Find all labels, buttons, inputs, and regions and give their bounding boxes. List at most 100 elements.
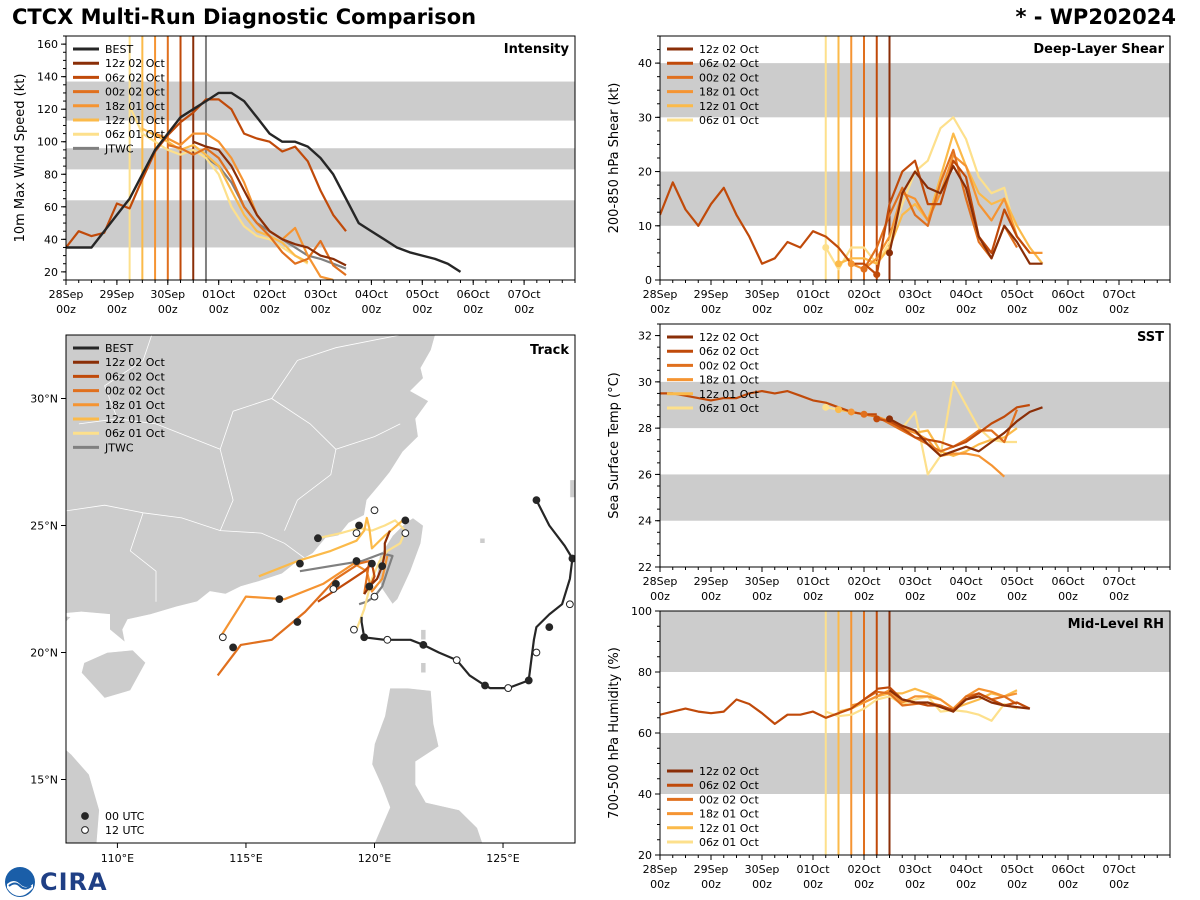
x-tick-label: 00z (514, 303, 534, 316)
series-start-point (860, 410, 868, 418)
legend-label: 06z 02 Oct (699, 779, 759, 792)
marker-legend-symbol (81, 812, 89, 820)
chart-track: 110°E 115°E 120°E 125°E 15°N 20°N 25°N 30°N Trac… (30, 334, 576, 865)
y-axis-label: 700-500 hPa Humidity (%) (607, 647, 622, 819)
legend-label: 00z 02 Oct (699, 359, 759, 372)
plot-area (660, 611, 1170, 855)
storm-id: * - WP202024 (1015, 5, 1176, 29)
legend-label: 06z 02 Oct (105, 370, 165, 383)
province-boundary (129, 512, 157, 602)
x-tick-label: 00z (158, 303, 178, 316)
x-tick-label: 07Oct (1102, 575, 1136, 588)
track-point-12utc (370, 506, 379, 515)
legend-label: 06z 02 Oct (699, 57, 759, 70)
legend-label: 00z 02 Oct (105, 385, 165, 398)
reference-band (660, 611, 1170, 672)
legend-label: 12z 02 Oct (105, 57, 165, 70)
y-tick-label: 40 (44, 233, 58, 246)
track-point-00utc (355, 521, 363, 530)
y-tick-label: 80 (44, 168, 58, 181)
y-axis-label: 10m Max Wind Speed (kt) (13, 74, 28, 243)
x-tick-label: 00z (1058, 590, 1078, 603)
x-tick-label: 04Oct (949, 288, 983, 301)
x-tick-label: 00z (803, 590, 823, 603)
y-tick-label: 22 (638, 561, 652, 574)
legend-label: 12z 02 Oct (105, 356, 165, 369)
x-tick-label: 03Oct (898, 575, 932, 588)
x-tick-label: 04Oct (949, 863, 983, 876)
track-line (299, 552, 394, 606)
series-start-point (835, 260, 842, 268)
track-point-12utc (401, 529, 410, 538)
y-axis-label: 200-850 hPa Shear (kt) (607, 83, 622, 234)
x-tick-label: 00z (1058, 303, 1078, 316)
x-tick-label: 28Sep (643, 288, 678, 301)
x-tick-label: 00z (701, 878, 721, 891)
y-tick-label: 60 (44, 201, 58, 214)
cira-logo-text: CIRA (40, 868, 108, 896)
legend-label: 06z 01 Oct (699, 402, 759, 415)
reference-band (66, 200, 575, 248)
track-point-12utc (329, 585, 338, 593)
x-tick-label: 00z (209, 303, 229, 316)
x-tick-label: 03Oct (898, 863, 932, 876)
x-tick-label: 02Oct (847, 863, 881, 876)
x-tick-label: 29Sep (694, 288, 729, 301)
legend-label: 00z 02 Oct (699, 71, 759, 84)
panel-title: Intensity (504, 42, 570, 57)
y-tick-label: 30 (638, 376, 652, 389)
x-tick-label: 03Oct (304, 288, 338, 301)
y-tick-label: 80 (638, 666, 652, 679)
legend-label: 06z 02 Oct (699, 345, 759, 358)
marker-legend-label: 12 UTC (105, 824, 145, 837)
legend-label: 12z 01 Oct (105, 114, 165, 127)
x-tick-label: 00z (1007, 303, 1027, 316)
babuyan-islands (420, 662, 427, 674)
series-line (850, 154, 1043, 271)
x-tick-label: 00z (463, 303, 483, 316)
x-tick-label: 00z (854, 303, 874, 316)
x-tick-label: 00z (362, 303, 382, 316)
x-tick-label: 00z (650, 878, 670, 891)
y-tick-label: 10 (638, 220, 652, 233)
province-boundary (219, 398, 337, 531)
x-tick-label: 05Oct (1000, 575, 1034, 588)
track-point-00utc (296, 559, 304, 568)
track-point-00utc (314, 534, 322, 543)
legend-label: 00z 02 Oct (699, 793, 759, 806)
province-boundary (335, 423, 401, 450)
x-tick-label: 28Sep (643, 575, 678, 588)
plot-area (66, 36, 575, 280)
series-start-point (860, 265, 868, 273)
x-tick-label: 00z (1109, 878, 1129, 891)
track-point-12utc (565, 600, 574, 609)
x-tick-label: 00z (803, 878, 823, 891)
x-tick-label: 00z (956, 303, 976, 316)
x-tick-label: 01Oct (796, 575, 830, 588)
x-tick-label: 00z (311, 303, 331, 316)
track-point-00utc (419, 640, 428, 649)
track-point-12utc (504, 684, 513, 692)
x-tick-label: 00z (107, 303, 127, 316)
province-boundary (66, 504, 306, 559)
legend-label: 12z 02 Oct (699, 765, 759, 778)
reference-band (660, 63, 1170, 118)
x-tick-label: 02Oct (847, 575, 881, 588)
lon-tick-label: 125°E (486, 852, 519, 865)
series-line (66, 91, 462, 273)
y-tick-label: 100 (631, 605, 652, 618)
track-point-00utc (481, 681, 489, 690)
x-tick-label: 06Oct (1051, 288, 1085, 301)
legend-label: 12z 01 Oct (699, 388, 759, 401)
track-point-00utc (532, 496, 541, 505)
x-tick-label: 07Oct (1102, 288, 1136, 301)
legend-label: 12z 01 Oct (699, 822, 759, 835)
x-tick-label: 00z (1109, 590, 1129, 603)
map-frame (65, 334, 576, 844)
legend-label: 18z 01 Oct (699, 86, 759, 99)
taiwan-island (376, 517, 424, 605)
x-tick-label: 05Oct (406, 288, 440, 301)
legend-label: 06z 02 Oct (105, 71, 165, 84)
track-point-12utc (350, 625, 358, 634)
